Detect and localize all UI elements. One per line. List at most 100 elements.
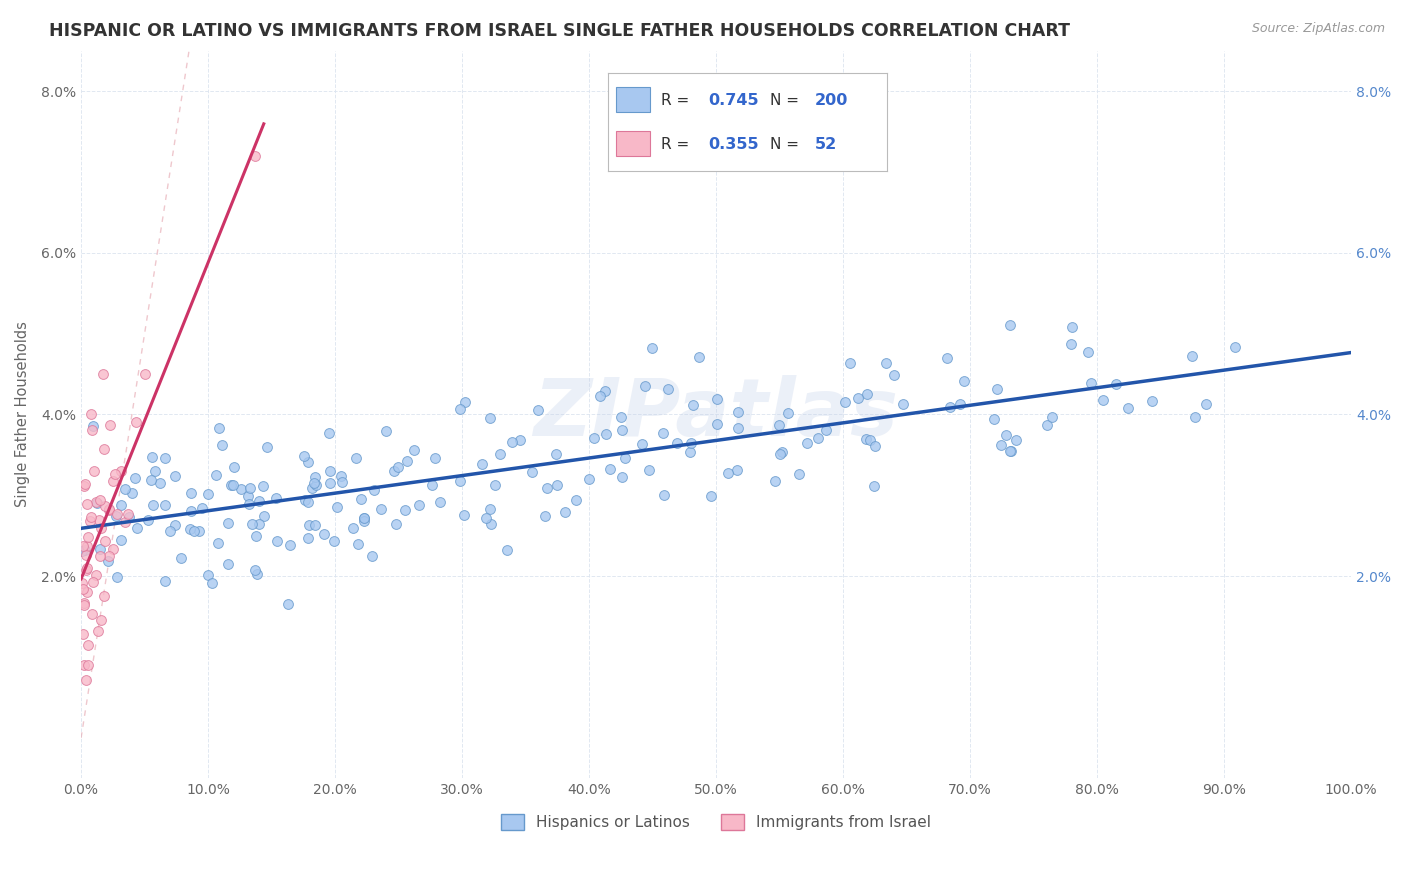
Point xyxy=(322,533,344,548)
Point xyxy=(546,478,568,492)
Point xyxy=(330,475,353,490)
Point xyxy=(501,434,523,449)
Point xyxy=(79,514,101,528)
Point xyxy=(329,469,352,483)
Point xyxy=(363,483,385,497)
Point xyxy=(353,514,375,528)
Point xyxy=(82,575,104,590)
Point xyxy=(344,451,367,466)
Point xyxy=(117,507,139,521)
Point xyxy=(211,437,233,451)
Point xyxy=(990,438,1012,452)
Point xyxy=(725,463,748,477)
Point xyxy=(420,477,443,491)
Point xyxy=(679,436,702,450)
Point xyxy=(614,451,637,466)
Point xyxy=(79,510,101,524)
Point xyxy=(846,391,869,405)
Point xyxy=(565,492,588,507)
Point xyxy=(717,466,740,480)
Point xyxy=(834,394,856,409)
Point xyxy=(76,540,98,554)
Point xyxy=(93,367,115,381)
Point xyxy=(787,467,810,481)
Point xyxy=(1225,340,1247,354)
Point xyxy=(595,426,617,441)
Point xyxy=(474,511,496,525)
Point xyxy=(124,471,146,485)
Point xyxy=(1184,409,1206,424)
Point xyxy=(297,494,319,508)
Point xyxy=(578,472,600,486)
Point xyxy=(252,479,274,493)
Point xyxy=(630,437,652,451)
Point xyxy=(256,440,278,454)
Point xyxy=(236,489,259,503)
Point xyxy=(73,598,96,612)
Point xyxy=(197,486,219,500)
Point xyxy=(394,502,416,516)
Point xyxy=(385,516,408,531)
Point xyxy=(170,550,193,565)
Point xyxy=(105,570,128,584)
Point xyxy=(522,465,544,479)
Point xyxy=(763,474,786,488)
Point xyxy=(998,444,1021,458)
Point xyxy=(219,478,242,492)
Point xyxy=(297,455,319,469)
Point xyxy=(396,454,419,468)
Point xyxy=(360,549,382,564)
Point xyxy=(294,492,316,507)
Point xyxy=(188,524,211,538)
Point xyxy=(73,477,96,491)
Point xyxy=(700,489,723,503)
Point xyxy=(190,501,212,516)
Point xyxy=(77,639,100,653)
Point xyxy=(105,507,128,521)
Point xyxy=(318,425,340,440)
Point xyxy=(207,536,229,550)
Point xyxy=(72,582,94,596)
Point xyxy=(302,476,325,491)
Point xyxy=(353,511,375,525)
Point xyxy=(238,497,260,511)
Point xyxy=(484,478,506,492)
Point xyxy=(82,607,104,622)
Point xyxy=(995,428,1018,442)
Point xyxy=(87,624,110,639)
Point xyxy=(1181,349,1204,363)
Point xyxy=(127,521,149,535)
Point xyxy=(1004,433,1026,447)
Point xyxy=(89,549,111,563)
Point xyxy=(83,464,105,478)
Point xyxy=(183,524,205,538)
Point xyxy=(253,508,276,523)
Point xyxy=(121,486,143,500)
Point xyxy=(610,423,633,437)
Point xyxy=(229,482,252,496)
Point xyxy=(159,524,181,538)
Point xyxy=(75,673,97,687)
Point xyxy=(641,341,664,355)
Point xyxy=(706,392,728,406)
Point xyxy=(862,478,884,492)
Point xyxy=(319,476,342,491)
Point xyxy=(314,526,336,541)
Point xyxy=(1116,401,1139,415)
Point xyxy=(1060,320,1083,334)
Point xyxy=(247,493,270,508)
Point xyxy=(77,658,100,673)
Point xyxy=(141,473,163,487)
Point xyxy=(98,418,121,433)
Point xyxy=(72,627,94,641)
Point xyxy=(856,386,879,401)
Point xyxy=(404,442,426,457)
Point xyxy=(110,498,132,512)
Legend: Hispanics or Latinos, Immigrants from Israel: Hispanics or Latinos, Immigrants from Is… xyxy=(495,808,936,836)
Point xyxy=(103,474,125,488)
Point xyxy=(1091,393,1114,408)
Point xyxy=(93,442,115,456)
Point xyxy=(110,533,132,548)
Point xyxy=(610,410,633,425)
Point xyxy=(526,402,548,417)
